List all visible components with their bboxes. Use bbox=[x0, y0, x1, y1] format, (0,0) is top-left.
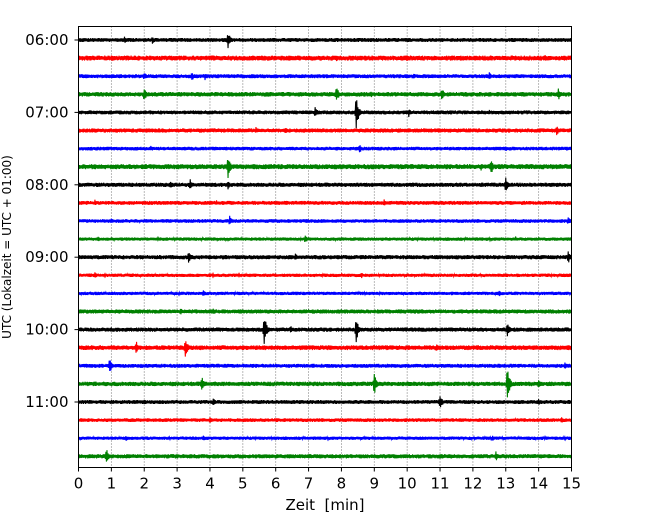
seismogram-trace-0930 bbox=[77, 290, 573, 297]
x-tick-label: 4 bbox=[205, 475, 215, 493]
x-axis-ticks: 0 1 2 3 4 5 6 7 8 9 10 11 12 13 14 15 bbox=[74, 467, 581, 493]
seismogram-trace-0630 bbox=[77, 72, 573, 81]
seismogram-trace-1100 bbox=[77, 396, 573, 408]
x-tick-label: 11 bbox=[430, 475, 449, 493]
seismogram-traces bbox=[77, 35, 573, 462]
x-tick-label: 8 bbox=[337, 475, 347, 493]
x-tick-label: 2 bbox=[139, 475, 149, 493]
y-tick-label: 09:00 bbox=[25, 248, 68, 266]
x-tick-label: 5 bbox=[238, 475, 248, 493]
seismogram-trace-0730 bbox=[77, 145, 573, 153]
seismogram-trace-0715 bbox=[77, 126, 573, 136]
seismogram-trace-0700 bbox=[77, 100, 573, 129]
seismogram-trace-0845 bbox=[77, 235, 573, 243]
seismogram-trace-0800 bbox=[77, 177, 573, 191]
x-tick-label: 9 bbox=[370, 475, 380, 493]
seismogram-trace-0830 bbox=[77, 215, 573, 225]
seismogram-trace-1030 bbox=[77, 360, 573, 371]
x-tick-label: 0 bbox=[74, 475, 84, 493]
plot-frame bbox=[78, 26, 572, 468]
seismogram-trace-0600 bbox=[77, 35, 573, 49]
x-tick-label: 15 bbox=[562, 475, 581, 493]
x-tick-label: 13 bbox=[496, 475, 515, 493]
x-tick-label: 14 bbox=[529, 475, 548, 493]
y-tick-label: 08:00 bbox=[25, 176, 68, 194]
seismogram-trace-0900 bbox=[77, 251, 573, 263]
seismogram-trace-0815 bbox=[77, 199, 573, 206]
y-axis-ticks: 06:00 07:00 08:00 09:00 10:00 11:00 bbox=[25, 31, 79, 411]
seismogram-trace-0915 bbox=[77, 272, 573, 279]
x-axis-label: Zeit [min] bbox=[285, 496, 364, 514]
y-tick-label: 10:00 bbox=[25, 321, 68, 339]
seismogram-trace-0745 bbox=[77, 160, 573, 179]
y-tick-label: 07:00 bbox=[25, 103, 68, 121]
seismogram-trace-1000 bbox=[77, 321, 573, 344]
seismogram-trace-0645 bbox=[77, 88, 573, 100]
x-tick-label: 12 bbox=[463, 475, 482, 493]
x-tick-label: 7 bbox=[304, 475, 314, 493]
y-tick-label: 11:00 bbox=[25, 393, 68, 411]
seismogram-trace-0615 bbox=[77, 55, 573, 62]
y-axis-label: UTC (Lokalzeit = UTC + 01:00) bbox=[0, 155, 14, 339]
seismogram-trace-1015 bbox=[77, 341, 573, 357]
seismogram-trace-1145 bbox=[77, 450, 573, 462]
seismogram-trace-0945 bbox=[77, 308, 573, 315]
x-tick-label: 10 bbox=[398, 475, 417, 493]
seismogram-trace-1045 bbox=[77, 371, 573, 398]
x-tick-label: 1 bbox=[107, 475, 117, 493]
x-tick-label: 6 bbox=[271, 475, 281, 493]
y-tick-label: 06:00 bbox=[25, 31, 68, 49]
x-tick-label: 3 bbox=[172, 475, 182, 493]
seismogram-trace-1115 bbox=[77, 416, 573, 423]
seismogram-trace-1130 bbox=[77, 434, 573, 442]
